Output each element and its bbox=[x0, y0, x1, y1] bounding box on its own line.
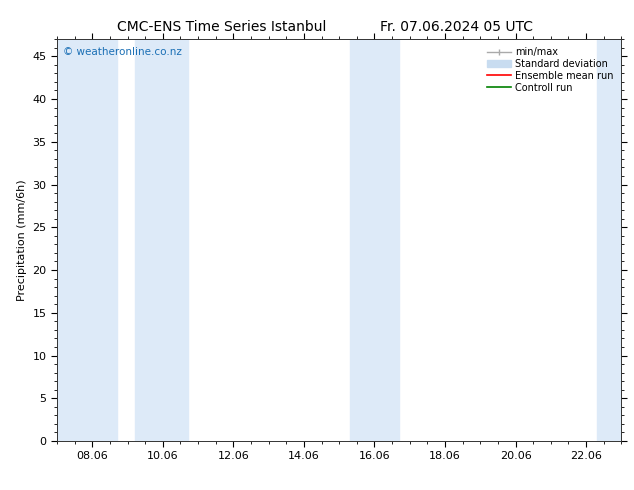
Text: Fr. 07.06.2024 05 UTC: Fr. 07.06.2024 05 UTC bbox=[380, 20, 533, 34]
Text: © weatheronline.co.nz: © weatheronline.co.nz bbox=[63, 47, 181, 57]
Bar bbox=[350, 39, 399, 441]
Legend: min/max, Standard deviation, Ensemble mean run, Controll run: min/max, Standard deviation, Ensemble me… bbox=[484, 44, 616, 96]
Bar bbox=[597, 39, 621, 441]
Bar bbox=[134, 39, 188, 441]
Text: CMC-ENS Time Series Istanbul: CMC-ENS Time Series Istanbul bbox=[117, 20, 327, 34]
Y-axis label: Precipitation (mm/6h): Precipitation (mm/6h) bbox=[17, 179, 27, 301]
Bar bbox=[57, 39, 117, 441]
